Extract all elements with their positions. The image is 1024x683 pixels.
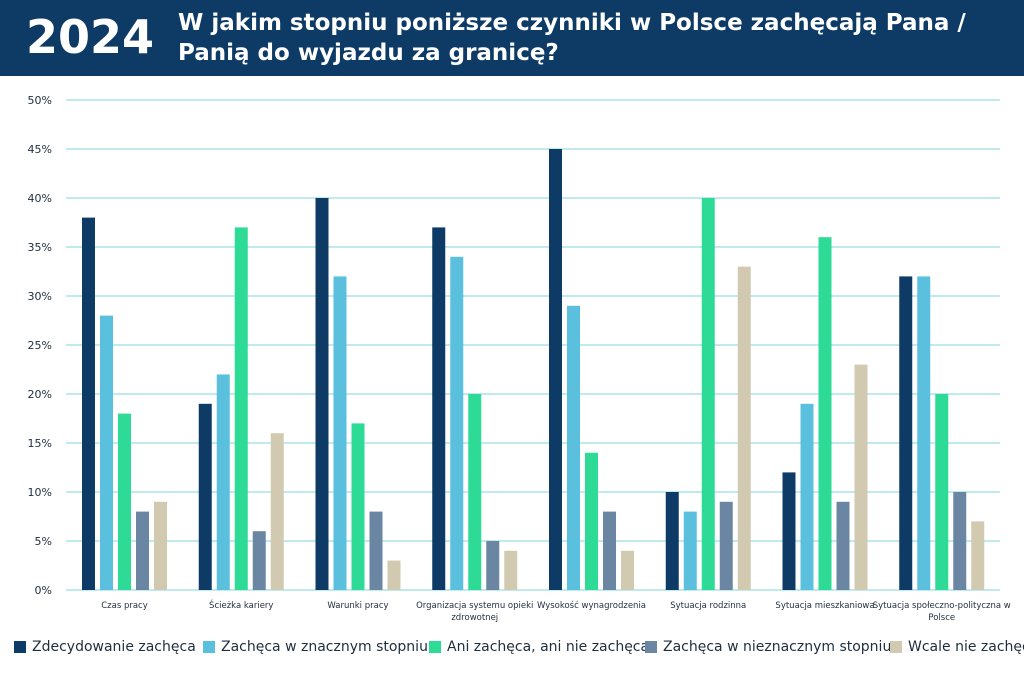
bar bbox=[585, 452, 598, 590]
legend-label: Wcale nie zachęca bbox=[908, 639, 1024, 655]
legend-label: Ani zachęca, ani nie zachęca bbox=[447, 639, 650, 655]
legend-swatch bbox=[203, 641, 215, 653]
bar bbox=[665, 492, 679, 590]
y-tick-label: 25% bbox=[28, 339, 52, 352]
legend-label: Zdecydowanie zachęca bbox=[32, 639, 196, 655]
bar bbox=[270, 433, 284, 590]
y-tick-label: 5% bbox=[35, 535, 52, 548]
legend: Zdecydowanie zachęca Zachęca w znacznym s… bbox=[0, 632, 1024, 662]
y-tick-label: 30% bbox=[28, 290, 52, 303]
x-tick-label: Ścieżka kariery bbox=[209, 599, 273, 611]
legend-label: Zachęca w znacznym stopniu bbox=[221, 639, 428, 655]
bar bbox=[782, 472, 796, 590]
bar bbox=[252, 531, 266, 590]
bar bbox=[216, 374, 230, 590]
bar bbox=[800, 403, 814, 590]
legend-swatch bbox=[14, 641, 26, 653]
bar bbox=[935, 394, 949, 590]
bar bbox=[198, 403, 212, 590]
y-tick-label: 15% bbox=[28, 437, 52, 450]
bar bbox=[899, 276, 913, 590]
bar bbox=[100, 315, 113, 590]
y-tick-label: 40% bbox=[28, 192, 52, 205]
y-tick-label: 20% bbox=[28, 388, 52, 401]
bar bbox=[683, 511, 697, 590]
bar bbox=[234, 227, 248, 590]
x-tick-label: Wysokość wynagrodzenia bbox=[537, 600, 646, 611]
legend-label: Zachęca w nieznacznym stopniu bbox=[663, 639, 892, 655]
bar bbox=[351, 423, 365, 590]
x-tick-label: Sytuacja mieszkaniowa bbox=[775, 601, 874, 611]
bar bbox=[468, 394, 482, 590]
bar bbox=[549, 149, 562, 590]
bar bbox=[315, 198, 329, 590]
x-tick-label: Czas pracy bbox=[101, 601, 148, 611]
y-tick-label: 0% bbox=[35, 584, 52, 597]
bar bbox=[818, 237, 832, 590]
bar bbox=[136, 511, 149, 590]
chart-title: W jakim stopniu poniższe czynniki w Pols… bbox=[178, 10, 966, 66]
bar bbox=[369, 511, 383, 590]
x-tick-label: Sytuacja społeczno-polityczna w Polsce bbox=[873, 601, 1011, 623]
legend-item: Zdecydowanie zachęca bbox=[14, 632, 196, 662]
x-tick-label: Organizacja systemu opieki zdrowotnej bbox=[416, 601, 533, 623]
bar bbox=[621, 550, 634, 590]
bar bbox=[917, 276, 931, 590]
bar bbox=[118, 413, 131, 590]
legend-swatch bbox=[645, 641, 657, 653]
bar bbox=[450, 256, 464, 590]
legend-item: Ani zachęca, ani nie zachęca bbox=[429, 632, 649, 662]
bar bbox=[82, 217, 95, 590]
legend-swatch bbox=[429, 641, 441, 653]
y-tick-label: 45% bbox=[28, 143, 52, 156]
x-tick-label: Sytuacja rodzinna bbox=[670, 601, 746, 611]
legend-item: Wcale nie zachęca bbox=[890, 632, 1024, 662]
chart-header: 2024 W jakim stopniu poniższe czynniki w… bbox=[0, 0, 1024, 76]
bar bbox=[432, 227, 446, 590]
x-tick-label: Warunki pracy bbox=[327, 601, 388, 611]
bar bbox=[701, 198, 715, 590]
y-tick-label: 10% bbox=[28, 486, 52, 499]
legend-item: Zachęca w nieznacznym stopniu bbox=[645, 632, 891, 662]
bar bbox=[854, 364, 868, 590]
bar bbox=[836, 501, 850, 590]
bar bbox=[719, 501, 733, 590]
bar-chart: 0% 5% 10% 15% 20% 25% 30% 35% 40% 45% 50% Czas prac… bbox=[28, 94, 1011, 623]
bar bbox=[387, 560, 401, 590]
bar bbox=[504, 550, 518, 590]
bar bbox=[971, 521, 985, 590]
bar bbox=[333, 276, 347, 590]
y-tick-label: 35% bbox=[28, 241, 52, 254]
bar bbox=[486, 541, 500, 590]
y-tick-label: 50% bbox=[28, 94, 52, 107]
bar bbox=[154, 501, 167, 590]
bar bbox=[737, 266, 751, 590]
bar bbox=[567, 305, 580, 590]
year-label: 2024 bbox=[26, 10, 155, 64]
legend-swatch bbox=[890, 641, 902, 653]
bar bbox=[953, 492, 967, 590]
legend-item: Zachęca w znacznym stopniu bbox=[203, 632, 428, 662]
bar bbox=[603, 511, 616, 590]
